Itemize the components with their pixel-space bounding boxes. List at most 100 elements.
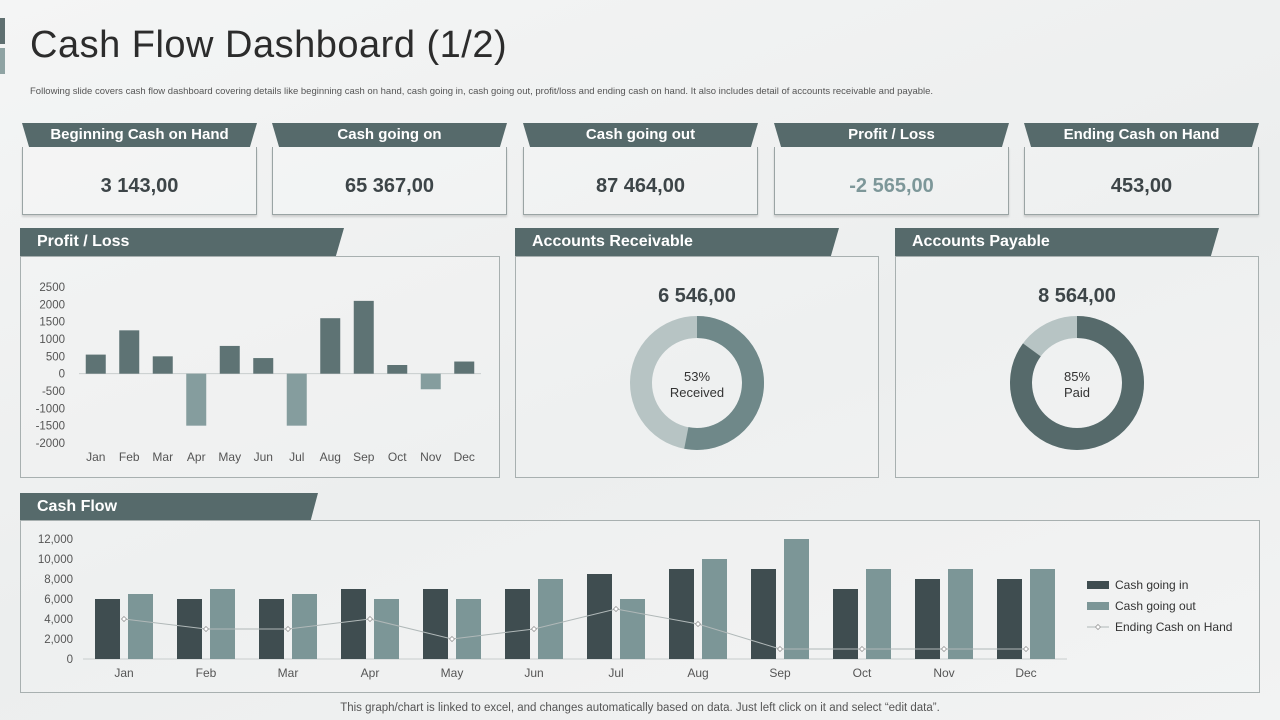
title-accent-bar — [0, 18, 5, 44]
payable-donut-chart — [1010, 316, 1144, 450]
profit-loss-bar — [152, 356, 173, 374]
x-tick-label: May — [218, 450, 241, 464]
cash-going-out-bar — [784, 539, 809, 659]
x-tick-label: Nov — [420, 450, 441, 464]
kpi-box: 453,00 — [1024, 147, 1259, 215]
payable-status: Paid — [1063, 385, 1091, 400]
title-accent-bar-light — [0, 48, 5, 74]
ending-cash-point — [366, 615, 374, 623]
payable-value: 8 564,00 — [1038, 285, 1116, 307]
cash-going-in-bar — [915, 579, 940, 659]
cash-going-in-bar — [423, 589, 448, 659]
ending-cash-point — [694, 620, 702, 628]
cash-flow-chart: 12,000 10,000 8,000 6,000 4,000 2,000 0 Jan Feb M… — [38, 534, 1233, 680]
cash-going-in-bar — [341, 589, 366, 659]
donut-main-segment — [630, 316, 764, 450]
profit-loss-chart: 2500 2000 1500 1000 500 0 -500 -1000 -1500 -2000 J… — [36, 282, 481, 464]
receivable-panel-title: Accounts Receivable — [515, 228, 839, 256]
legend-label: Cash going in — [1115, 578, 1188, 592]
profit-loss-bar — [320, 318, 341, 374]
profit-loss-bar — [119, 330, 140, 374]
cash-going-in-bar — [177, 599, 202, 659]
kpi-label: Profit / Loss — [774, 123, 1009, 147]
ending-cash-point — [940, 645, 948, 653]
y-tick-label: -2000 — [36, 438, 65, 450]
payable-panel-title: Accounts Payable — [895, 228, 1219, 256]
y-tick-label: 4,000 — [44, 614, 73, 626]
profit-loss-bar — [353, 300, 374, 374]
cash-going-in-bar — [751, 569, 776, 659]
cash-going-in-bar — [833, 589, 858, 659]
y-tick-label: 2,000 — [44, 634, 73, 646]
x-tick-label: Jul — [608, 666, 623, 680]
donut-main-segment — [1010, 316, 1144, 450]
kpi-value: 3 143,00 — [100, 175, 179, 197]
y-tick-label: -500 — [42, 386, 65, 398]
y-tick-label: 8,000 — [44, 574, 73, 586]
x-tick-label: Apr — [361, 666, 380, 680]
cash-going-in-bar — [505, 589, 530, 659]
cash-going-in-bar — [587, 574, 612, 659]
kpi-box: 3 143,00 — [22, 147, 257, 215]
x-tick-label: Jun — [254, 450, 273, 464]
kpi-card-cash-going-out: Cash going out 87 464,00 — [523, 123, 758, 215]
x-tick-label: Sep — [769, 666, 791, 680]
ending-cash-point — [284, 625, 292, 633]
kpi-card-cash-going-on: Cash going on 65 367,00 — [272, 123, 507, 215]
ending-cash-point — [612, 605, 620, 613]
x-tick-label: Aug — [687, 666, 708, 680]
x-tick-label: Mar — [152, 450, 173, 464]
ending-cash-point — [120, 615, 128, 623]
ending-cash-point — [858, 645, 866, 653]
cash-going-out-bar — [456, 599, 481, 659]
y-tick-label: 0 — [67, 654, 73, 666]
payable-donut-label: 85% Paid — [1027, 369, 1127, 401]
x-tick-label: Apr — [187, 450, 206, 464]
receivable-panel: 6 546,00 53% Received — [515, 256, 879, 478]
profit-loss-bar — [186, 373, 207, 426]
x-tick-label: Nov — [933, 666, 954, 680]
cash-going-out-bar — [374, 599, 399, 659]
x-tick-label: Sep — [353, 450, 375, 464]
x-tick-label: Dec — [454, 450, 475, 464]
kpi-label: Cash going out — [523, 123, 758, 147]
profit-loss-bar — [420, 373, 441, 390]
footer-note: This graph/chart is linked to excel, and… — [340, 702, 940, 714]
profit-loss-panel-title: Profit / Loss — [20, 228, 344, 256]
y-tick-label: 2000 — [39, 299, 65, 311]
cash-going-in-bar — [95, 599, 120, 659]
kpi-card-beginning-cash: Beginning Cash on Hand 3 143,00 — [22, 123, 257, 215]
profit-loss-bar — [219, 345, 240, 374]
kpi-card-profit-loss: Profit / Loss -2 565,00 — [774, 123, 1009, 215]
kpi-card-ending-cash: Ending Cash on Hand 453,00 — [1024, 123, 1259, 215]
ending-cash-point — [776, 645, 784, 653]
y-tick-label: 1500 — [39, 317, 65, 329]
y-tick-label: 12,000 — [38, 534, 73, 546]
kpi-value: 87 464,00 — [596, 175, 685, 197]
kpi-value: 65 367,00 — [345, 175, 434, 197]
x-tick-label: Jun — [524, 666, 543, 680]
payable-pct: 85% — [1063, 369, 1091, 384]
y-tick-label: -1000 — [36, 403, 65, 415]
kpi-label: Ending Cash on Hand — [1024, 123, 1259, 147]
y-tick-label: -1500 — [36, 421, 65, 433]
x-tick-label: Oct — [388, 450, 407, 464]
y-tick-label: 2500 — [39, 282, 65, 294]
receivable-donut-chart — [630, 316, 764, 450]
kpi-value: -2 565,00 — [849, 175, 934, 197]
x-tick-label: May — [441, 666, 464, 680]
kpi-label: Beginning Cash on Hand — [22, 123, 257, 147]
x-tick-label: Jan — [114, 666, 133, 680]
kpi-box: 65 367,00 — [272, 147, 507, 215]
y-tick-label: 500 — [46, 351, 65, 363]
kpi-box: 87 464,00 — [523, 147, 758, 215]
receivable-status: Received — [669, 385, 725, 400]
x-tick-label: Jul — [289, 450, 304, 464]
cash-going-in-bar — [997, 579, 1022, 659]
x-tick-label: Aug — [320, 450, 341, 464]
ending-cash-line — [123, 608, 1026, 650]
x-tick-label: Feb — [119, 450, 140, 464]
x-tick-label: Dec — [1015, 666, 1036, 680]
receivable-pct: 53% — [683, 369, 711, 384]
cash-going-in-bar — [669, 569, 694, 659]
